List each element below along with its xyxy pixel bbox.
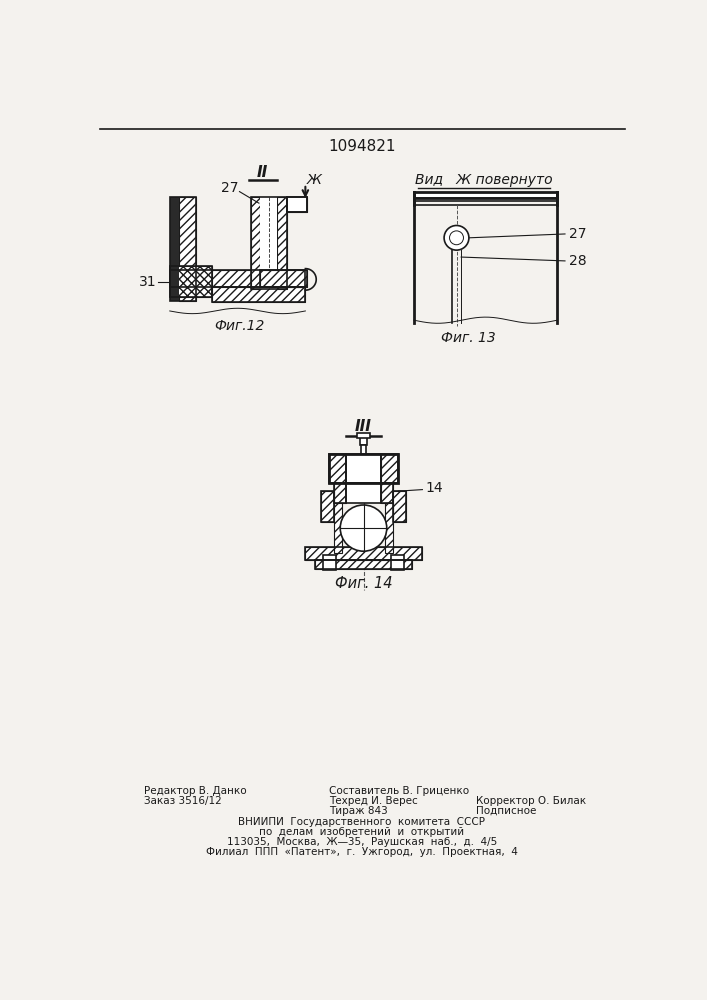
Bar: [170, 266, 212, 297]
Bar: [329, 454, 398, 483]
Bar: [323, 555, 336, 570]
Text: 113035,  Москва,  Ж—̵35,  Раушская  наб.,  д.  4/5: 113035, Москва, Ж—̵35, Раушская наб., д.…: [227, 837, 497, 847]
Bar: [361, 437, 367, 445]
Bar: [251, 197, 260, 289]
Bar: [170, 270, 305, 287]
Circle shape: [340, 505, 387, 551]
Bar: [334, 483, 346, 503]
Bar: [260, 270, 307, 287]
Bar: [305, 547, 421, 560]
Text: II: II: [257, 165, 269, 180]
Text: Составитель В. Гриценко: Составитель В. Гриценко: [329, 786, 469, 796]
Bar: [287, 197, 307, 212]
Bar: [287, 197, 307, 212]
Bar: [179, 197, 196, 301]
Bar: [212, 270, 305, 287]
Bar: [380, 483, 393, 503]
Bar: [212, 287, 305, 302]
Bar: [287, 197, 307, 212]
Text: ВНИИПИ  Государственного  комитета  СССР: ВНИИПИ Государственного комитета СССР: [238, 817, 486, 827]
Bar: [385, 503, 393, 553]
Bar: [321, 491, 334, 522]
Circle shape: [450, 231, 464, 245]
Text: 14: 14: [426, 481, 443, 495]
Bar: [380, 483, 393, 503]
Circle shape: [444, 225, 469, 250]
Bar: [393, 491, 406, 522]
Bar: [260, 270, 307, 287]
Bar: [260, 197, 277, 289]
Bar: [321, 491, 334, 522]
Text: Редактор В. Данко: Редактор В. Данко: [144, 786, 247, 796]
Bar: [170, 197, 179, 301]
Text: Фиг.12: Фиг.12: [214, 319, 264, 333]
Bar: [380, 454, 398, 483]
Text: Фиг. 13: Фиг. 13: [440, 331, 496, 345]
Text: Фиг. 14: Фиг. 14: [334, 576, 392, 591]
Text: Ж: Ж: [307, 173, 322, 187]
Text: Тираж 843: Тираж 843: [329, 806, 387, 816]
Text: III: III: [355, 419, 372, 434]
Bar: [305, 547, 421, 560]
Bar: [251, 197, 287, 289]
Text: 27: 27: [569, 227, 586, 241]
Text: 31: 31: [139, 275, 156, 289]
Text: Заказ 3516/12: Заказ 3516/12: [144, 796, 222, 806]
Text: по  делам  изобретений  и  открытий: по делам изобретений и открытий: [259, 827, 464, 837]
Bar: [329, 454, 346, 483]
Text: Филиал  ППП  «Патент»,  г.  Ужгород,  ул.  Проектная,  4: Филиал ППП «Патент», г. Ужгород, ул. Про…: [206, 847, 518, 857]
Bar: [315, 560, 411, 569]
Text: Техред И. Верес: Техред И. Верес: [329, 796, 417, 806]
Text: 28: 28: [569, 254, 587, 268]
Bar: [212, 287, 305, 302]
Text: Корректор О. Билак: Корректор О. Билак: [476, 796, 586, 806]
Bar: [393, 491, 406, 522]
Bar: [329, 454, 346, 483]
Bar: [392, 555, 404, 570]
Bar: [346, 483, 380, 503]
Text: 27: 27: [221, 181, 238, 195]
Bar: [380, 454, 398, 483]
Text: 1094821: 1094821: [328, 139, 396, 154]
Bar: [315, 560, 411, 569]
Bar: [170, 266, 212, 297]
Bar: [277, 197, 287, 289]
Text: Вид   Ж повернуто: Вид Ж повернуто: [415, 173, 552, 187]
Bar: [361, 445, 366, 454]
Bar: [346, 454, 380, 483]
Bar: [170, 197, 196, 301]
Text: Подписное: Подписное: [476, 806, 536, 816]
Bar: [334, 483, 346, 503]
Bar: [414, 192, 557, 198]
Bar: [334, 503, 341, 553]
Bar: [356, 433, 370, 438]
